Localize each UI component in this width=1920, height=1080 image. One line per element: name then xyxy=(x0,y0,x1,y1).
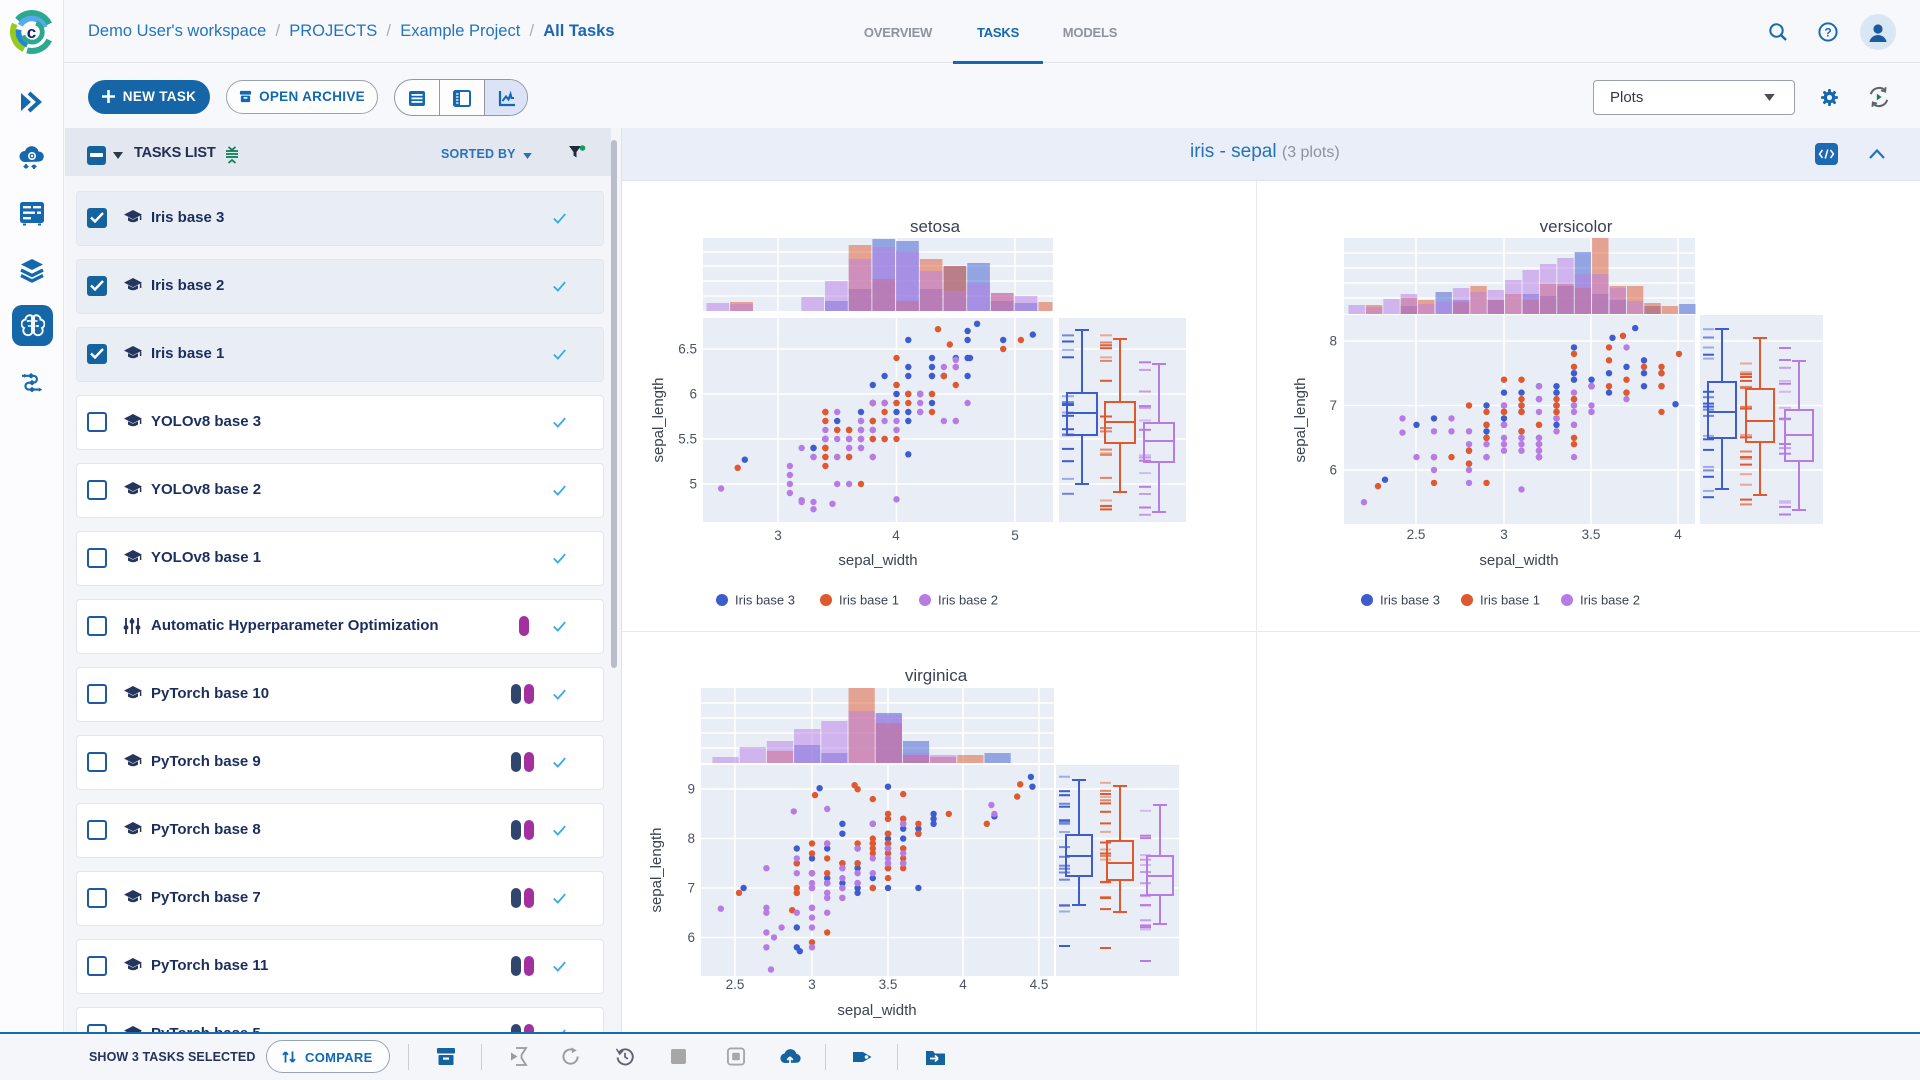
svg-text:Iris base 1: Iris base 1 xyxy=(1480,593,1540,608)
svg-text:6.5: 6.5 xyxy=(678,342,697,357)
svg-text:3: 3 xyxy=(774,528,782,543)
svg-text:4: 4 xyxy=(892,528,900,543)
svg-text:sepal_width: sepal_width xyxy=(837,1002,916,1019)
svg-text:6: 6 xyxy=(689,387,697,402)
svg-text:4: 4 xyxy=(1674,527,1682,542)
svg-text:sepal_width: sepal_width xyxy=(1479,552,1558,569)
svg-text:Iris base 2: Iris base 2 xyxy=(1580,593,1640,608)
svg-text:setosa: setosa xyxy=(910,217,961,236)
svg-text:sepal_length: sepal_length xyxy=(648,827,665,912)
svg-text:5: 5 xyxy=(689,477,697,492)
svg-text:Iris base 2: Iris base 2 xyxy=(938,593,998,608)
svg-text:Iris base 1: Iris base 1 xyxy=(839,593,899,608)
svg-text:?: ? xyxy=(1824,26,1831,40)
svg-text:6: 6 xyxy=(1329,463,1337,478)
svg-text:3: 3 xyxy=(1500,527,1508,542)
svg-text:Iris base 3: Iris base 3 xyxy=(735,593,795,608)
svg-text:2.5: 2.5 xyxy=(1407,527,1426,542)
svg-text:9: 9 xyxy=(687,782,695,797)
svg-text:5.5: 5.5 xyxy=(678,432,697,447)
svg-text:c: c xyxy=(27,23,36,42)
svg-text:7: 7 xyxy=(1329,398,1337,413)
svg-text:3.5: 3.5 xyxy=(1582,527,1601,542)
svg-text:7: 7 xyxy=(687,881,695,896)
svg-text:3: 3 xyxy=(808,977,816,992)
svg-text:sepal_length: sepal_length xyxy=(1292,377,1309,462)
svg-text:5: 5 xyxy=(1011,528,1019,543)
svg-text:4.5: 4.5 xyxy=(1030,977,1049,992)
svg-text:8: 8 xyxy=(687,831,695,846)
svg-text:Iris base 3: Iris base 3 xyxy=(1380,593,1440,608)
svg-text:3.5: 3.5 xyxy=(879,977,898,992)
svg-text:virginica: virginica xyxy=(905,666,968,685)
svg-text:2.5: 2.5 xyxy=(726,977,745,992)
svg-text:sepal_width: sepal_width xyxy=(838,552,917,569)
svg-text:4: 4 xyxy=(959,977,967,992)
svg-text:versicolor: versicolor xyxy=(1540,217,1613,236)
svg-text:sepal_length: sepal_length xyxy=(650,377,667,462)
svg-text:6: 6 xyxy=(687,930,695,945)
svg-text:8: 8 xyxy=(1329,334,1337,349)
